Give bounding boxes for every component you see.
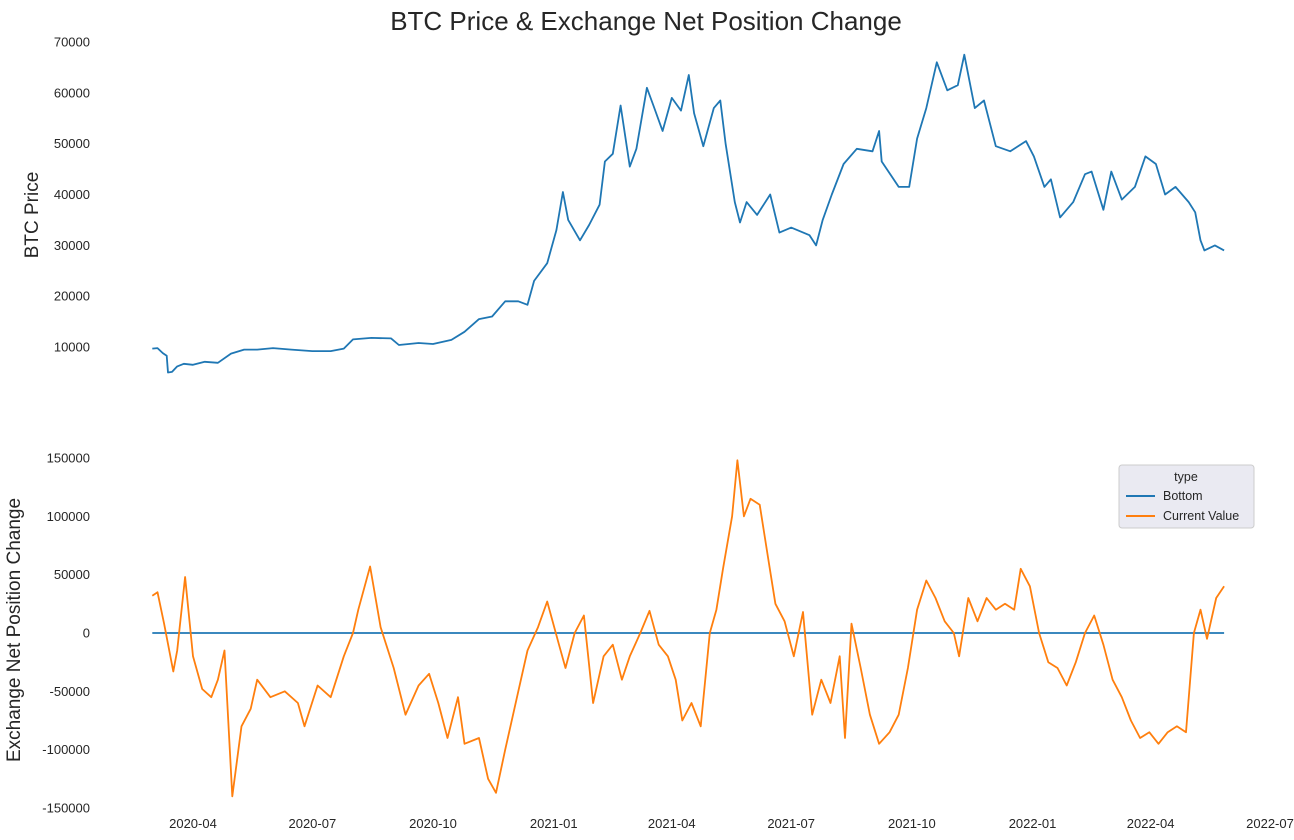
netflow-y-ticks: -150000 -100000 -50000 0 50000 100000 150000 xyxy=(42,451,90,816)
x-tick-label: 2022-01 xyxy=(1009,816,1057,831)
netflow-lines xyxy=(151,459,1225,798)
price-lines xyxy=(152,53,1225,374)
y-tick-label: 50000 xyxy=(54,567,90,582)
price-panel: BTC Price 10000 20000 30000 40000 50000 60000… xyxy=(22,35,1225,374)
y-tick-label: 30000 xyxy=(54,238,90,253)
y-tick-label: 100000 xyxy=(47,509,90,524)
x-tick-label: 2020-10 xyxy=(409,816,457,831)
series-line-current-value xyxy=(151,459,1225,798)
y-tick-label: 20000 xyxy=(54,289,90,304)
y-tick-label: 0 xyxy=(83,626,90,641)
price-y-ticks: 10000 20000 30000 40000 50000 60000 70000 xyxy=(54,35,90,355)
y-tick-label: -50000 xyxy=(50,684,90,699)
y-tick-label: 70000 xyxy=(54,35,90,50)
x-tick-label: 2021-10 xyxy=(888,816,936,831)
price-y-axis-label: BTC Price xyxy=(22,172,43,259)
netflow-x-ticks: 2020-04 2020-07 2020-10 2021-01 2021-04 2021-… xyxy=(169,816,1294,831)
legend-box xyxy=(1118,464,1255,529)
x-tick-label: 2022-04 xyxy=(1127,816,1175,831)
legend-title: type xyxy=(1174,470,1198,484)
y-tick-label: 60000 xyxy=(54,85,90,100)
legend: type Bottom Current Value xyxy=(1118,464,1255,529)
x-tick-label: 2021-07 xyxy=(767,816,815,831)
legend-label-bottom: Bottom xyxy=(1163,489,1203,503)
x-tick-label: 2020-07 xyxy=(288,816,336,831)
series-line-price-0 xyxy=(152,53,1225,374)
y-tick-label: 10000 xyxy=(54,340,90,355)
x-tick-label: 2021-01 xyxy=(530,816,578,831)
y-tick-label: -150000 xyxy=(42,801,90,816)
y-tick-label: -100000 xyxy=(42,742,90,757)
netflow-y-axis-label: Exchange Net Position Change xyxy=(4,498,25,762)
x-tick-label: 2020-04 xyxy=(169,816,217,831)
netflow-panel: Exchange Net Position Change -150000 -100… xyxy=(4,451,1294,832)
y-tick-label: 50000 xyxy=(54,136,90,151)
y-tick-label: 40000 xyxy=(54,187,90,202)
chart-title: BTC Price & Exchange Net Position Change xyxy=(390,6,902,36)
x-tick-label: 2022-07 xyxy=(1246,816,1294,831)
legend-label-current-value: Current Value xyxy=(1163,509,1239,523)
x-tick-label: 2021-04 xyxy=(648,816,696,831)
y-tick-label: 150000 xyxy=(47,451,90,466)
